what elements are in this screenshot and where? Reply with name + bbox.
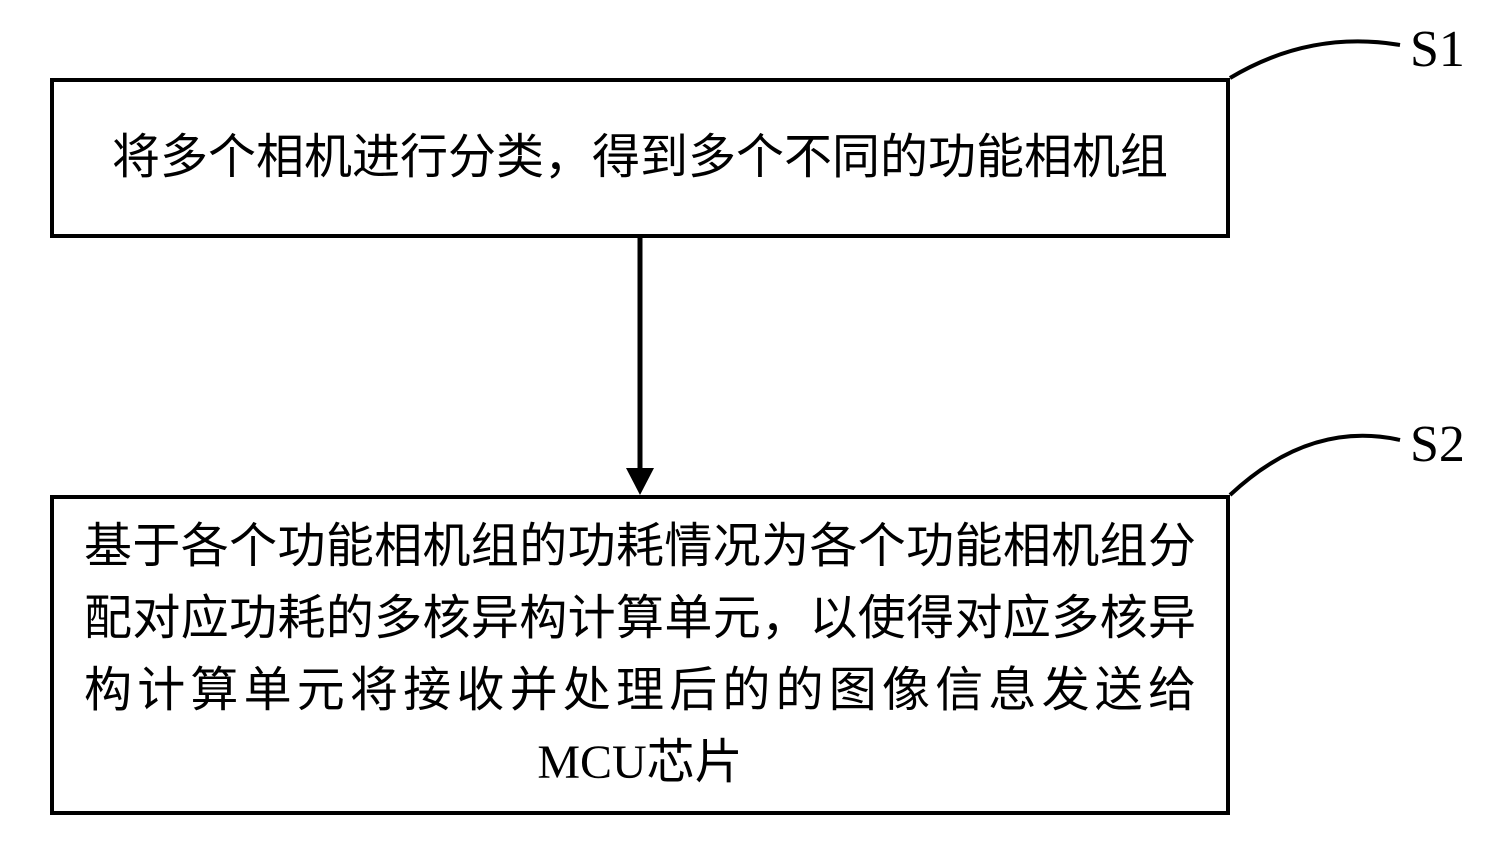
flow-label-s2: S2 (1410, 415, 1465, 474)
leader-s2 (1230, 436, 1400, 495)
flow-node-s2: 基于各个功能相机组的功耗情况为各个功能相机组分配对应功耗的多核异构计算单元，以使… (50, 495, 1230, 815)
flow-label-s1: S1 (1410, 20, 1465, 79)
leader-s1 (1230, 41, 1400, 78)
flow-node-s1: 将多个相机进行分类，得到多个不同的功能相机组 (50, 78, 1230, 238)
flow-node-s2-text: 基于各个功能相机组的功耗情况为各个功能相机组分配对应功耗的多核异构计算单元，以使… (84, 511, 1196, 799)
edge-s1-s2-arrowhead (626, 468, 654, 495)
flow-node-s1-text: 将多个相机进行分类，得到多个不同的功能相机组 (112, 122, 1168, 194)
